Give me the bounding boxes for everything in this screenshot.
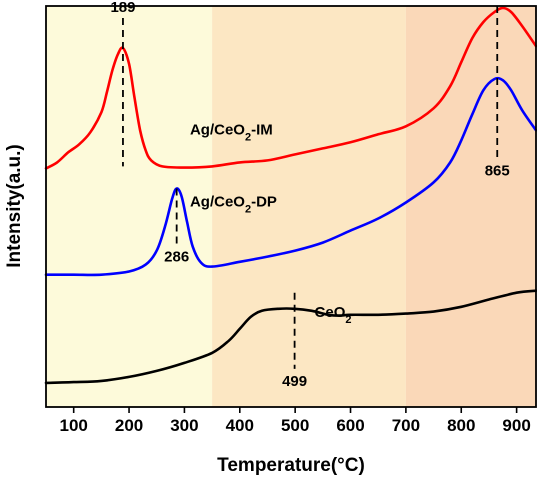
band-1 (212, 6, 406, 407)
x-axis-title: Temperature(°C) (217, 455, 365, 476)
band-2 (405, 6, 536, 407)
peak-label-2: 499 (282, 373, 307, 390)
series-line-2 (44, 289, 537, 385)
x-tick-label-500: 500 (281, 416, 309, 435)
x-axis: 100 200 300 400 500 600 700 800 900 (59, 407, 531, 435)
x-tick-label-300: 300 (170, 416, 198, 435)
series-line-1 (44, 76, 537, 277)
temperature-bands (46, 6, 536, 407)
peak-label-1: 286 (164, 249, 189, 266)
y-axis-title: Intensity(a.u.) (4, 144, 25, 268)
series-label-2: CeO2 (315, 304, 352, 326)
plot-frame (45, 5, 537, 408)
series-labels: Ag/CeO2-IM Ag/CeO2-DP CeO2 (190, 121, 352, 325)
peak-annotations: 189 286 499 865 (110, 0, 509, 390)
x-tick-label-600: 600 (336, 416, 364, 435)
x-tick-label-200: 200 (115, 416, 143, 435)
series-label-0: Ag/CeO2-IM (190, 121, 273, 143)
series-lines (44, 6, 537, 385)
series-line-0 (44, 6, 537, 170)
x-tick-label-100: 100 (59, 416, 87, 435)
x-tick-label-700: 700 (392, 416, 420, 435)
x-tick-label-400: 400 (226, 416, 254, 435)
peak-label-0: 189 (110, 0, 135, 16)
x-tick-label-800: 800 (447, 416, 475, 435)
series-label-1: Ag/CeO2-DP (190, 194, 277, 216)
peak-label-3: 865 (485, 162, 510, 179)
x-tick-label-900: 900 (502, 416, 530, 435)
